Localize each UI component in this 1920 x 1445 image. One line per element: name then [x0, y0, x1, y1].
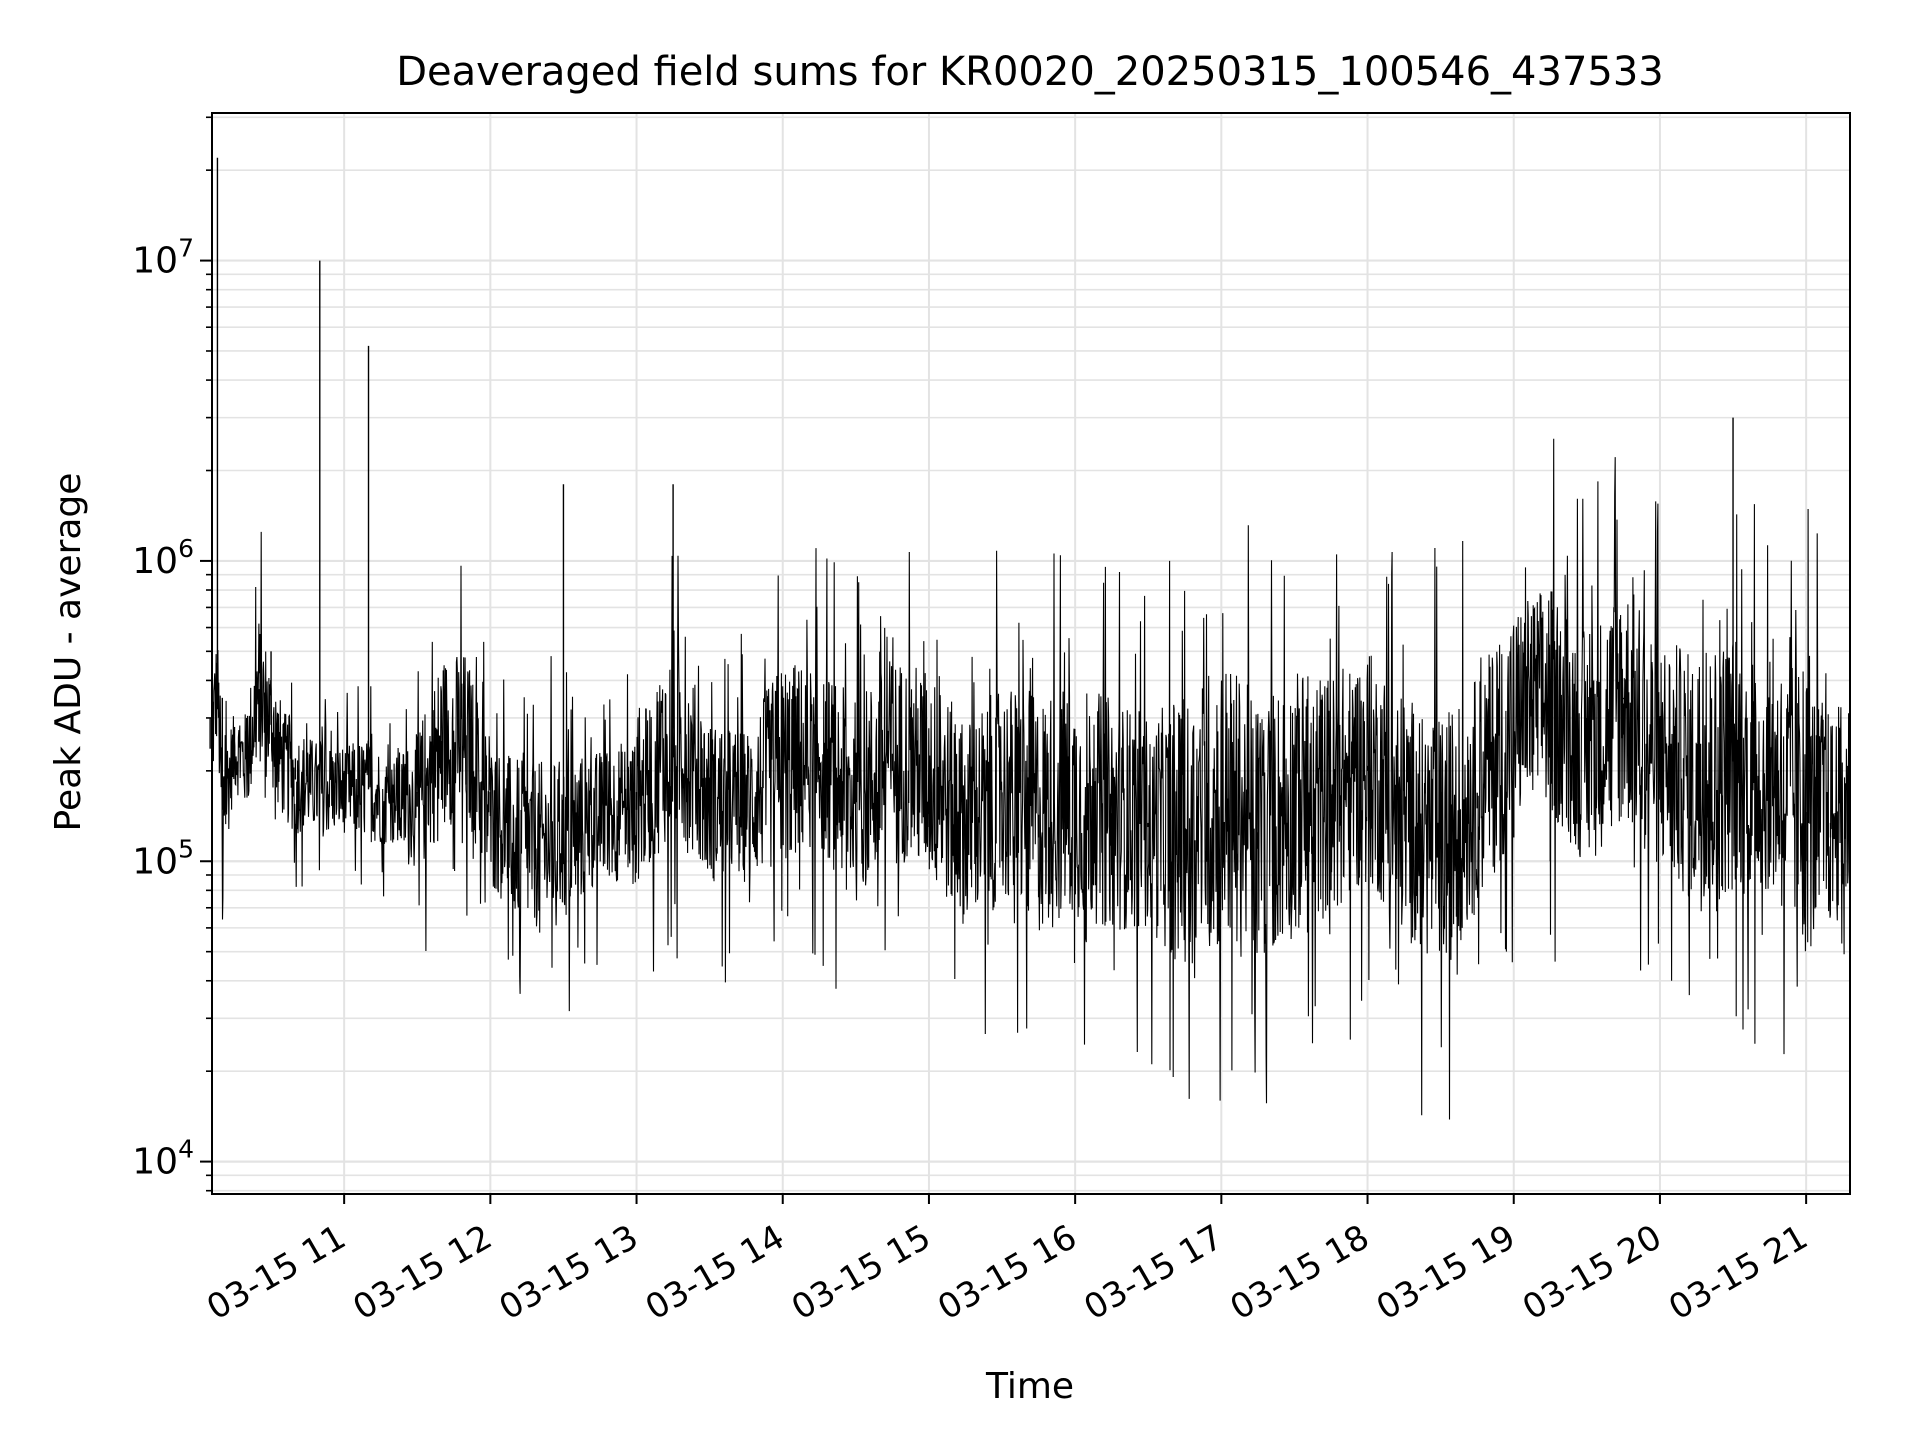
series-line [211, 438, 1851, 1120]
y-tick-label: 106 [132, 534, 194, 582]
y-axis-label: Peak ADU - average [48, 473, 89, 832]
y-tick-label: 104 [132, 1135, 194, 1183]
plot-area-frame [211, 112, 1851, 1195]
y-tick-label: 105 [132, 834, 194, 882]
y-axis: 104 105 106 107 [132, 116, 212, 1192]
x-axis-label: Time [985, 1366, 1074, 1407]
series-layer [209, 157, 1851, 1120]
y-tick-label: 107 [132, 234, 194, 282]
chart-title: Deaveraged field sums for KR0020_2025031… [396, 49, 1664, 95]
